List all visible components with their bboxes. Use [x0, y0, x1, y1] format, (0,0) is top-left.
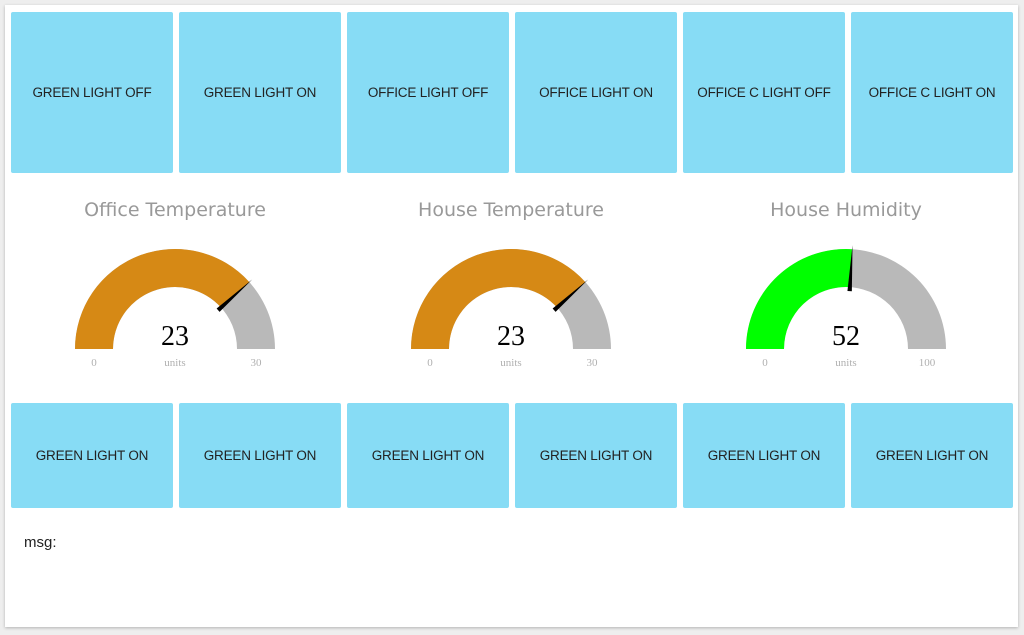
bottom-button-row: GREEN LIGHT ON GREEN LIGHT ON GREEN LIGH…: [11, 403, 1013, 508]
gauge-svg: 23 units 0 30: [75, 249, 275, 369]
gauge-units: units: [835, 357, 856, 369]
green-light-on-button[interactable]: GREEN LIGHT ON: [179, 12, 341, 173]
gauge-units: units: [164, 357, 185, 369]
gauge-units: units: [500, 357, 521, 369]
gauge-fill: [75, 249, 250, 349]
office-light-off-button[interactable]: OFFICE LIGHT OFF: [347, 12, 509, 173]
gauge-min: 0: [427, 357, 433, 369]
gauge-fill: [746, 249, 853, 349]
green-light-on-button[interactable]: GREEN LIGHT ON: [179, 403, 341, 508]
office-light-on-button[interactable]: OFFICE LIGHT ON: [515, 12, 677, 173]
msg-label: msg:: [24, 534, 57, 551]
gauge-needle: [216, 279, 253, 312]
office-c-light-on-button[interactable]: OFFICE C LIGHT ON: [851, 12, 1013, 173]
green-light-off-button[interactable]: GREEN LIGHT OFF: [11, 12, 173, 173]
gauge-title: House Humidity: [770, 199, 922, 221]
gauge-needle: [847, 245, 853, 292]
dashboard-panel: GREEN LIGHT OFF GREEN LIGHT ON OFFICE LI…: [5, 5, 1018, 627]
house-humidity-gauge: 52 units 0 100 House Humidity: [681, 195, 1011, 385]
green-light-on-button[interactable]: GREEN LIGHT ON: [515, 403, 677, 508]
gauge-value: 23: [497, 321, 525, 352]
gauge-title: House Temperature: [418, 199, 604, 221]
office-temperature-gauge: 23 units 0 30 Office Temperature: [10, 195, 340, 385]
house-temperature-gauge: 23 units 0 30 House Temperature: [346, 195, 676, 385]
green-light-on-button[interactable]: GREEN LIGHT ON: [347, 403, 509, 508]
gauge-title: Office Temperature: [84, 199, 266, 221]
gauge-min: 0: [91, 357, 97, 369]
gauge-value: 23: [161, 321, 189, 352]
gauge-value: 52: [832, 321, 860, 352]
gauge-max: 30: [587, 357, 599, 369]
gauge-needle: [552, 279, 589, 312]
gauge-svg: 52 units 0 100: [746, 245, 946, 369]
gauge-min: 0: [762, 357, 768, 369]
office-c-light-off-button[interactable]: OFFICE C LIGHT OFF: [683, 12, 845, 173]
gauge-fill: [411, 249, 586, 349]
green-light-on-button[interactable]: GREEN LIGHT ON: [11, 403, 173, 508]
gauge-max: 30: [251, 357, 263, 369]
green-light-on-button[interactable]: GREEN LIGHT ON: [851, 403, 1013, 508]
gauge-svg: 23 units 0 30: [411, 249, 611, 369]
green-light-on-button[interactable]: GREEN LIGHT ON: [683, 403, 845, 508]
top-button-row: GREEN LIGHT OFF GREEN LIGHT ON OFFICE LI…: [11, 12, 1013, 173]
gauge-max: 100: [919, 357, 936, 369]
